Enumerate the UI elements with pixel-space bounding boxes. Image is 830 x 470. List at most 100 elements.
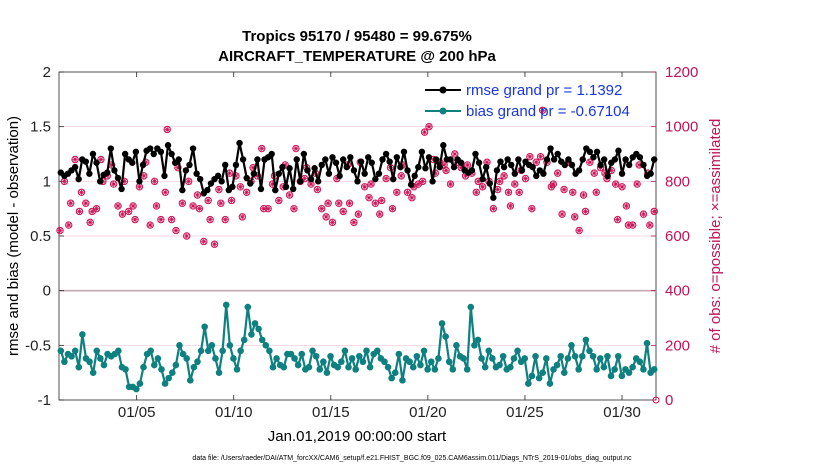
obs-count-point [215,185,223,194]
obs-count-point [217,199,225,207]
bias-point [122,366,129,373]
bias-point [528,372,536,380]
obs-possible-marker [204,196,212,205]
obs-possible-marker [109,180,118,188]
rmse-point [329,154,336,161]
obs-possible-marker [558,210,566,218]
bias-point [161,380,169,387]
bias-point [586,347,593,355]
rmse-point [511,170,518,177]
y-tick-label: 0.5 [30,228,51,245]
rmse-point [257,185,265,193]
obs-count-point [184,177,193,186]
obs-assimilated-marker [473,189,479,195]
bias-point [312,352,320,360]
bias-point [543,355,550,362]
obs-count-point [318,204,326,213]
obs-assimilated-marker [162,189,168,195]
bias-point [618,372,626,380]
rmse-point [590,154,597,161]
rmse-point [222,161,229,169]
obs-count-point [335,199,343,207]
obs-count-point [313,185,322,194]
bias-point [240,336,248,344]
rmse-point [311,165,318,172]
obs-count-point [451,150,459,158]
obs-assimilated-marker [441,162,447,168]
obs-count-point [324,199,332,207]
bias-point [431,366,439,373]
bias-point [373,347,381,355]
obs-possible-marker [97,155,105,164]
obs-count-point [264,204,272,213]
obs-assimilated-marker [640,211,647,217]
bias-point [208,342,216,349]
rmse-point [150,150,157,158]
obs-count-point [586,158,594,166]
obs-possible-marker [86,218,94,227]
obs-assimilated-marker [630,222,636,228]
obs-possible-marker [77,188,86,196]
obs-assimilated-marker [68,200,74,206]
obs-possible-marker [526,153,534,161]
bias-point [388,374,395,382]
bias-point [614,352,622,360]
rmse-point [647,170,654,177]
obs-assimilated-marker [559,211,565,217]
obs-possible-marker [478,183,487,191]
rmse-point [86,170,93,177]
obs-assimilated-marker [340,208,346,214]
obs-possible-marker [264,204,272,213]
obs-count-point [371,199,380,207]
obs-possible-marker [532,158,540,166]
obs-count-point [258,144,266,153]
obs-possible-marker [313,185,322,194]
rmse-point [89,150,97,158]
rmse-point [75,175,82,183]
bias-point [190,363,198,371]
obs-assimilated-marker [480,184,486,190]
rmse-point [307,175,315,183]
obs-possible-marker [206,215,214,224]
obs-possible-marker [215,185,223,194]
obs-assimilated-marker [625,222,631,228]
obs-assimilated-marker [452,151,458,157]
obs-possible-marker [472,188,480,196]
obs-assimilated-marker [377,211,383,217]
bias-point [366,363,374,371]
obs-assimilated-marker [147,222,153,228]
bias-point [409,363,417,371]
obs-count-point [558,210,566,218]
obs-possible-marker [292,144,300,153]
obs-possible-marker [189,202,197,210]
obs-possible-marker [328,218,337,227]
rmse-point [615,147,622,154]
rmse-point [204,186,211,194]
obs-assimilated-marker [233,173,239,179]
bias-point [604,352,611,360]
obs-assimilated-marker [355,211,361,217]
rmse-point [229,183,236,190]
obs-assimilated-marker [121,178,127,184]
bias-point [244,303,252,311]
bias-point [600,363,608,371]
rmse-point [429,178,436,185]
obs-possible-marker [236,183,245,191]
obs-assimilated-marker [61,178,67,184]
obs-count-point [97,155,105,164]
rmse-point [121,150,129,158]
bias-point [463,366,471,373]
rmse-point [625,161,633,169]
obs-possible-marker [290,204,298,213]
obs-possible-marker [611,180,620,188]
bias-point [399,377,406,384]
obs-count-point [367,180,375,188]
rmse-point [561,161,569,169]
bias-point [391,369,399,376]
rmse-point [472,150,479,158]
obs-possible-marker [120,177,129,186]
rmse-point [304,167,311,174]
obs-possible-marker [446,180,455,188]
obs-count-point [575,226,583,235]
bias-point [309,347,316,355]
